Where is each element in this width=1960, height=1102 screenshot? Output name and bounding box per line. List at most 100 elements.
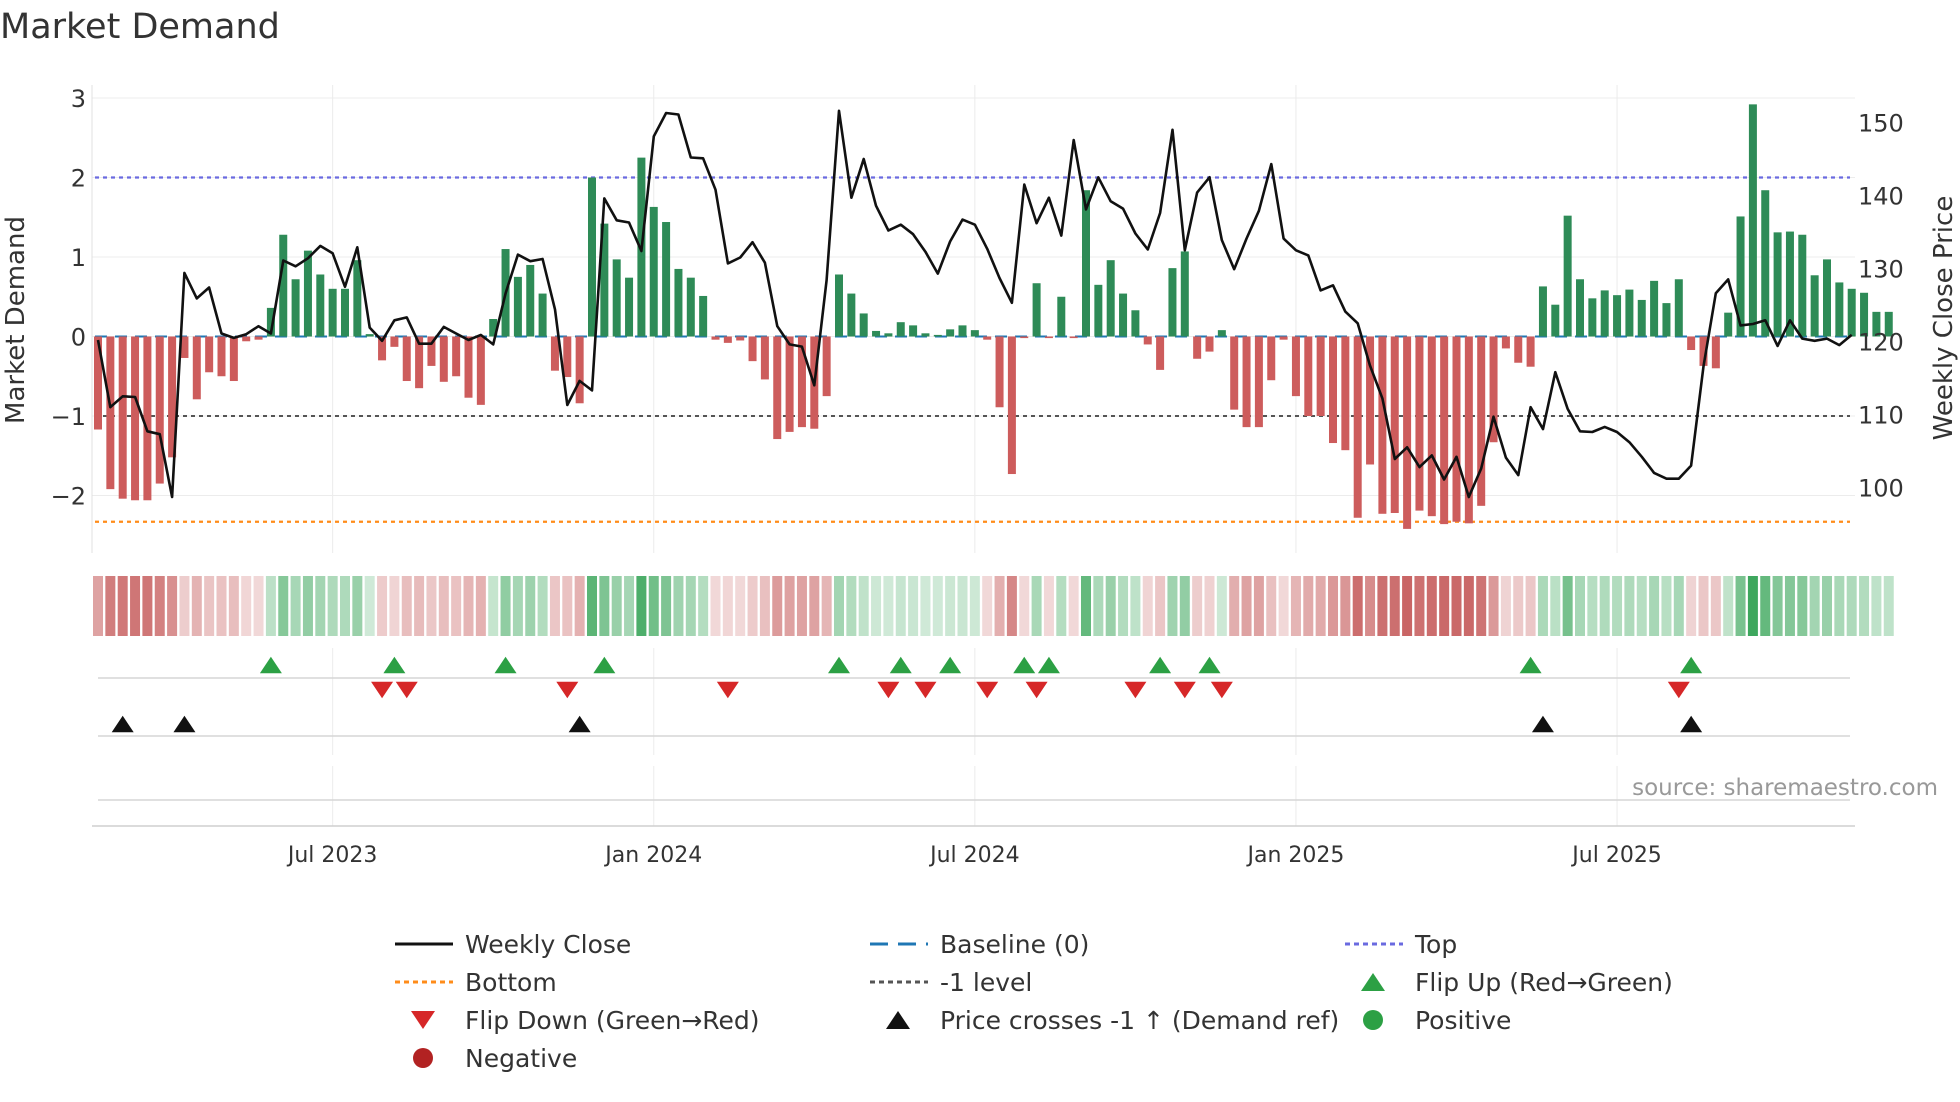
demand-bar <box>625 277 634 337</box>
heat-cell <box>821 576 832 636</box>
demand-bar <box>686 277 695 337</box>
grid-layer <box>92 85 1855 826</box>
heat-cell <box>685 576 696 636</box>
demand-bar <box>550 336 559 371</box>
demand-bar <box>1847 288 1856 337</box>
axes: 3 2 1 0 −1 −2 150 140 130 120 110 100 Jul 2023 Jan 20… <box>51 85 1904 868</box>
demand-bar <box>229 336 238 382</box>
demand-bar <box>1044 336 1053 339</box>
demand-bar <box>155 336 164 484</box>
heat-cell <box>1402 576 1413 636</box>
flip-down-marker <box>556 681 579 699</box>
heat-cell <box>1426 576 1437 636</box>
demand-bar <box>1798 234 1807 337</box>
demand-bar <box>674 268 683 337</box>
heat-cell <box>883 576 894 636</box>
demand-bar <box>1341 336 1350 451</box>
heat-cell <box>377 576 388 636</box>
legend-label: Flip Up (Red→Green) <box>1415 968 1673 997</box>
legend: Weekly Close Baseline (0) Top Bottom -1 leve… <box>395 930 1673 1073</box>
heat-cell <box>1649 576 1660 636</box>
y-tick-label: 0 <box>71 324 86 352</box>
demand-bar <box>1576 279 1584 337</box>
demand-bar <box>797 336 806 428</box>
x-tick-label: Jan 2024 <box>603 843 702 868</box>
heat-cell <box>463 576 474 636</box>
demand-bar <box>1427 336 1436 517</box>
demand-bar <box>476 336 485 405</box>
demand-bar <box>242 336 251 342</box>
legend-label: Price crosses -1 ↑ (Demand ref) <box>940 1006 1339 1035</box>
demand-bar <box>1823 259 1831 337</box>
heat-cell <box>216 576 227 636</box>
legend-label: Negative <box>465 1044 577 1073</box>
flip-down-marker <box>1025 681 1048 699</box>
demand-bar <box>291 279 300 337</box>
heat-cell <box>1105 576 1116 636</box>
demand-bar <box>1526 336 1535 367</box>
demand-bar <box>538 293 547 337</box>
heat-cell <box>920 576 931 636</box>
heat-cell <box>1550 576 1561 636</box>
demand-bar <box>1230 336 1239 410</box>
heat-cell <box>1006 576 1017 636</box>
heat-cell <box>1698 576 1709 636</box>
heat-cell <box>636 576 647 636</box>
demand-bar <box>1069 336 1078 339</box>
demand-bar <box>1316 336 1325 416</box>
heat-cell <box>574 576 585 636</box>
price-cross-marker <box>111 715 134 733</box>
heat-cell <box>253 576 264 636</box>
heat-cell <box>167 576 178 636</box>
heat-cell <box>512 576 523 636</box>
heat-cell <box>1043 576 1054 636</box>
demand-bar <box>1329 336 1337 444</box>
flip-down-marker <box>1124 681 1147 699</box>
heat-cell <box>673 576 684 636</box>
legend-item: Positive <box>1363 1006 1511 1035</box>
demand-bar <box>1254 336 1263 428</box>
demand-bar <box>1588 298 1597 337</box>
heat-cell <box>525 576 536 636</box>
demand-bar <box>859 313 868 337</box>
price-cross-marker <box>568 715 591 733</box>
y2-tick-label: 100 <box>1858 475 1904 503</box>
demand-bar <box>662 222 671 337</box>
flip-down-marker <box>976 681 999 699</box>
flip-up-marker <box>1198 656 1221 674</box>
heat-cell <box>908 576 919 636</box>
heat-cell <box>1229 576 1240 636</box>
heat-cell <box>1303 576 1314 636</box>
price-cross-marker <box>1531 715 1554 733</box>
demand-bar <box>427 336 436 366</box>
heat-cell <box>475 576 486 636</box>
demand-bar <box>1625 289 1634 337</box>
demand-bar <box>106 336 115 490</box>
demand-bar <box>192 336 201 400</box>
demand-bar <box>1415 336 1424 511</box>
heat-cell <box>624 576 635 636</box>
demand-bar <box>588 177 596 337</box>
heat-cell <box>1414 576 1425 636</box>
demand-bar <box>1563 215 1572 337</box>
demand-bar <box>1452 336 1461 522</box>
heat-cell <box>1019 576 1030 636</box>
legend-item: Top <box>1345 930 1457 959</box>
heat-cell <box>1056 576 1067 636</box>
demand-bar <box>513 276 522 337</box>
heat-cell <box>1871 576 1882 636</box>
heat-cell <box>1822 576 1832 636</box>
flip-up-marker <box>939 656 962 674</box>
heat-cell <box>1747 576 1758 636</box>
demand-bar <box>1477 336 1486 506</box>
flip-up-marker <box>383 656 406 674</box>
heat-cell <box>1315 576 1326 636</box>
heat-cell <box>1328 576 1338 636</box>
chart-title: Market Demand <box>0 7 280 47</box>
legend-item: Weekly Close <box>395 930 631 959</box>
demand-bar <box>217 336 226 377</box>
demand-bar <box>1143 336 1152 345</box>
demand-bar <box>1082 190 1090 337</box>
heat-cell <box>1241 576 1252 636</box>
heat-cell <box>1772 576 1783 636</box>
